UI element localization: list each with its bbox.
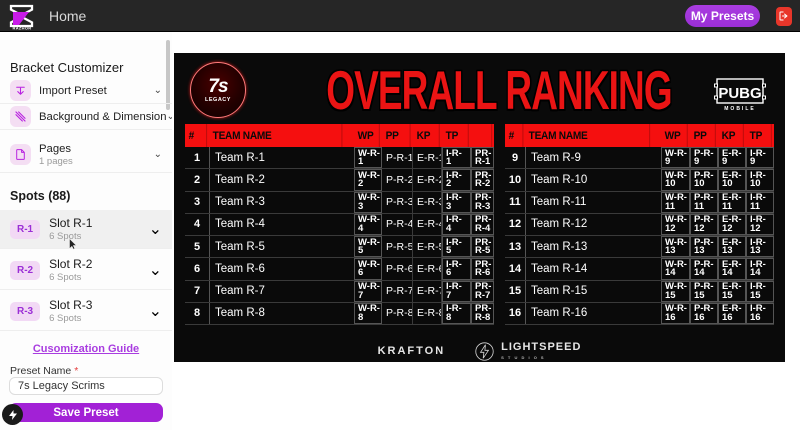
svg-text:MOBILE: MOBILE (724, 106, 755, 112)
svg-text:PUBG: PUBG (718, 85, 761, 102)
svg-text:RAZHOR: RAZHOR (13, 25, 32, 30)
